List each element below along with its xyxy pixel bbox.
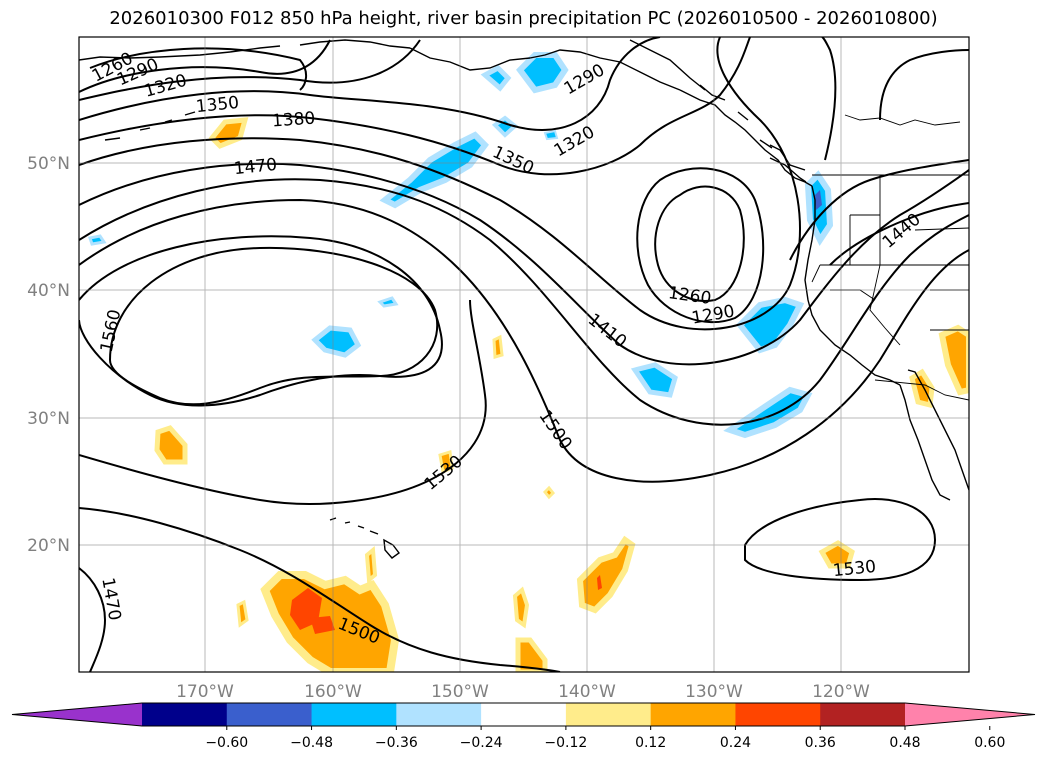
colorbar-tick-label: 0.60 (974, 735, 1005, 751)
precip-positive-areas (154, 117, 969, 672)
colorbar-swatch (565, 703, 652, 726)
colorbar-tick-label: −0.36 (375, 735, 418, 751)
height-contours (79, 37, 969, 672)
colorbar-swatch (820, 703, 906, 726)
contour-east-1350 (879, 49, 969, 121)
colorbar-tick-label: −0.48 (290, 735, 333, 751)
longitude-labels: 170°W 160°W 150°W 140°W 130°W 120°W (176, 682, 870, 702)
precip-area-baja (909, 368, 935, 409)
contour-1470-south (79, 567, 107, 672)
map-title: 2026010300 F012 850 hPa height, river ba… (109, 8, 938, 29)
contour-low-center (654, 185, 745, 302)
contour-1470 (79, 178, 969, 426)
lon-label: 120°W (812, 682, 870, 702)
plot-frame (78, 36, 970, 673)
contour-1500 (79, 198, 969, 483)
contour-label: 1530 (832, 557, 877, 581)
lat-label: 30°N (27, 409, 70, 429)
colorbar-tick-label: 0.12 (635, 735, 666, 751)
colorbar-swatch (311, 703, 397, 726)
colorbar-extend-high (905, 703, 1035, 726)
contour-1260-northwest (89, 47, 307, 91)
precip-area-southeast-band (723, 386, 813, 439)
contour-1350-north (79, 37, 661, 131)
lon-label: 160°W (304, 682, 362, 702)
contour-east-1380 (821, 37, 837, 161)
contour-1530-hawaii-east (744, 498, 937, 582)
colorbar-swatch (735, 703, 821, 726)
precip-area-mexico-inland (938, 324, 969, 396)
colorbar-tick-label: 0.36 (805, 735, 836, 751)
precip-area-gulf-alaska-west (480, 64, 512, 92)
colorbar-tick-label: 0.48 (889, 735, 920, 751)
latitude-labels: 50°N 40°N 30°N 20°N (27, 154, 70, 556)
lon-label: 140°W (558, 682, 616, 702)
colorbar-outline (11, 702, 1036, 727)
contour-1560 (108, 246, 439, 406)
lon-label: 130°W (685, 682, 743, 702)
colorbar-tick-label: −0.24 (460, 735, 503, 751)
contour-label: 1470 (233, 155, 278, 179)
colorbar-tick-label: −0.60 (205, 735, 248, 751)
colorbar-swatch (142, 703, 228, 726)
precip-area-west-central (311, 325, 362, 358)
colorbar-extend-low (12, 703, 142, 726)
precip-area-subtropical-east (630, 362, 678, 398)
colorbar-tick-label: 0.24 (720, 735, 751, 751)
contour-1530-ring-inner (79, 235, 443, 407)
graticule (79, 37, 969, 672)
precip-area-gulf-alaska-north (516, 52, 569, 94)
lon-label: 150°W (431, 682, 489, 702)
contour-east-1410 (789, 159, 969, 261)
colorbar-swatch (396, 703, 482, 726)
contour-1530-outer (79, 299, 487, 505)
contour-1290-northwest (79, 39, 331, 93)
lat-label: 20°N (27, 536, 70, 556)
lat-label: 50°N (27, 154, 70, 174)
contour-low-ring-2 (636, 167, 765, 324)
contour-1410 (79, 37, 801, 331)
contour-label: 1350 (195, 93, 240, 117)
precip-area-california-offshore (735, 296, 805, 354)
contour-east-1440 (829, 202, 969, 266)
lat-label: 40°N (27, 281, 70, 301)
contour-1320-northwest (79, 39, 421, 101)
precip-area-south-central (576, 535, 636, 614)
colorbar: −0.60 −0.48 −0.36 −0.24 −0.12 0.12 0.24 0.36 0.4… (11, 702, 1036, 751)
contour-1500-south (79, 507, 561, 672)
colorbar-swatch (226, 703, 313, 726)
precip-area-west-subtropical (154, 425, 188, 465)
contour-label: 1380 (271, 109, 316, 132)
colorbar-tick-label: −0.12 (544, 735, 587, 751)
colorbar-swatch (481, 703, 567, 726)
contour-1380-north (79, 37, 751, 176)
colorbar-swatch (650, 703, 736, 726)
lon-label: 170°W (176, 682, 234, 702)
